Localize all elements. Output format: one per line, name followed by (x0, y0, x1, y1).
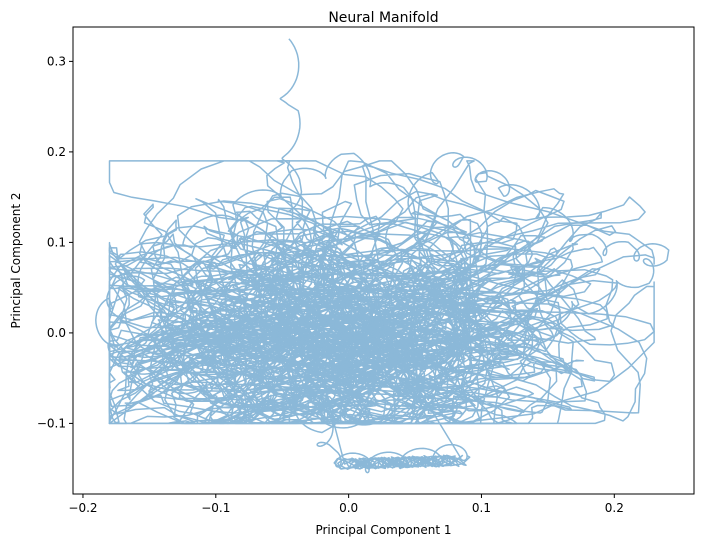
trajectory-line (108, 160, 655, 425)
x-tick-label: 0.2 (605, 501, 624, 515)
y-axis: −0.1 0.0 0.1 0.2 0.3 (37, 54, 73, 430)
y-tick-label: 0.0 (47, 326, 66, 340)
x-axis: −0.2 −0.1 0.0 0.1 0.2 (68, 494, 624, 515)
trajectory-group (95, 38, 670, 474)
y-axis-title: Principal Component 2 (9, 192, 23, 328)
x-tick-label: −0.2 (68, 501, 97, 515)
y-tick-label: −0.1 (37, 416, 66, 430)
x-axis-title: Principal Component 1 (315, 523, 451, 537)
x-tick-label: 0.1 (472, 501, 491, 515)
plot-frame (72, 26, 695, 495)
trajectory-line (108, 193, 604, 470)
trajectory-line (108, 164, 655, 425)
y-tick-label: 0.3 (47, 54, 66, 68)
y-tick-label: 0.1 (47, 235, 66, 249)
trajectory-line (108, 160, 585, 425)
x-tick-label: 0.0 (339, 501, 358, 515)
y-tick-label: 0.2 (47, 145, 66, 159)
chart-title: Neural Manifold (328, 10, 438, 26)
x-tick-label: −0.1 (201, 501, 230, 515)
